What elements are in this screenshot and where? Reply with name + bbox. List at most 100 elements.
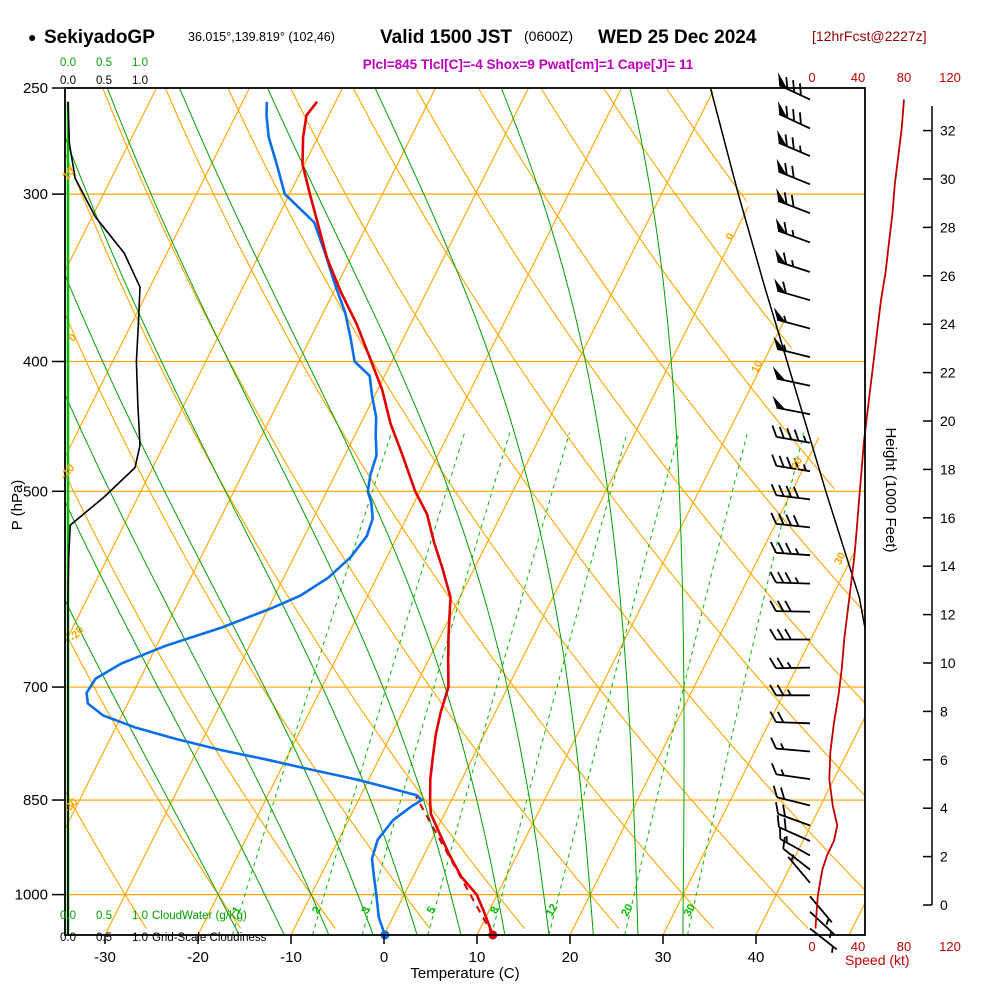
dry-adiabat-line (478, 88, 1000, 929)
height-tick-label: 14 (940, 558, 956, 574)
temperature-tick-label: 40 (748, 949, 765, 966)
station-coordinates: 36.015°,139.819° (102,46) (188, 30, 335, 44)
wind-barb-full (772, 455, 776, 466)
isotherm-line (477, 88, 901, 935)
cloudwater-label: CloudWater (g/Kg) (152, 910, 247, 922)
wind-barb-full (774, 786, 777, 798)
wind-barb-staff (810, 896, 832, 922)
wind-barb-full (793, 109, 794, 121)
wind-barb-full (772, 484, 777, 495)
pressure-tick-label: 500 (23, 483, 48, 500)
wind-barb-staff (776, 495, 810, 499)
mixing-ratio-label: 5 (425, 905, 438, 916)
pressure-tick-label: 850 (23, 792, 48, 809)
station-name: SekiyadoGP (44, 27, 155, 48)
wind-barb-full (795, 430, 799, 441)
temperature-tick-label: -30 (94, 949, 116, 966)
wind-barb-full (770, 712, 776, 723)
wind-barb-full (792, 166, 794, 178)
temperature-tick-label: 20 (562, 949, 579, 966)
temperature-tick-label: 0 (380, 949, 388, 966)
temperature-tick-label: -20 (187, 949, 209, 966)
wind-barb-half (800, 146, 801, 152)
moist-adiabat-line (0, 88, 375, 940)
height-tick-label: 4 (940, 800, 948, 816)
cloudwater-scale-bottom: 0.5 (96, 910, 112, 922)
height-axis-title: Height (1000 Feet) (882, 427, 899, 552)
speed-tick-label-top: 120 (939, 70, 961, 85)
height-tick-label: 10 (940, 655, 956, 671)
moist-adiabat-line (501, 88, 638, 940)
moist-adiabat-line (375, 88, 594, 940)
wind-barb-full (772, 763, 776, 774)
dry-adiabat-line (416, 88, 1000, 929)
wind-barb-full (771, 542, 776, 553)
wind-barb-full (780, 427, 784, 438)
cloudiness-scale-top: 0.0 (60, 75, 76, 87)
height-tick-label: 12 (940, 607, 956, 623)
cloudiness-label: Grid-Scale Cloudiness (152, 932, 267, 944)
wind-barb-staff (779, 827, 810, 841)
height-tick-label: 24 (940, 316, 956, 332)
cloudwater-scale-top: 0.5 (96, 57, 112, 69)
isotherm-line (0, 88, 343, 935)
wind-barb-half (792, 230, 793, 236)
wind-barb-staff (776, 722, 810, 723)
wind-barb-full (776, 802, 778, 814)
wind-barb-full (778, 712, 784, 723)
isobar-lines (65, 194, 865, 895)
wind-barb-pennant (773, 366, 786, 380)
wind-barb-staff (776, 668, 810, 669)
wind-barb-full (794, 515, 799, 526)
wind-barb-full (778, 543, 783, 554)
wind-barb-full (786, 106, 787, 118)
speed-tick-label-bottom: 0 (808, 939, 815, 954)
wind-barb-staff (778, 231, 810, 243)
wind-barb-pennant (774, 307, 786, 322)
wind-barb-full (781, 788, 784, 800)
wind-barb-pennant (772, 396, 785, 410)
speed-axis-title: Speed (kt) (845, 952, 910, 968)
wind-barb-full (771, 513, 776, 524)
mixing-ratio-label: 20 (619, 902, 636, 919)
wind-barb-full (770, 658, 776, 668)
height-tick-label: 20 (940, 413, 956, 429)
wind-barb-staff (776, 749, 810, 752)
temperature-tick-label: 10 (469, 949, 486, 966)
wind-barb-staff (779, 143, 810, 156)
cloudiness-curve (68, 102, 140, 935)
height-tick-label: 26 (940, 268, 956, 284)
wind-barb-staff (776, 582, 810, 583)
wind-barb-half (826, 919, 828, 925)
height-tick-label: 0 (940, 897, 948, 913)
height-tick-label: 32 (940, 123, 956, 139)
static-labels: ● SekiyadoGP 36.015°,139.819° (102,46) V… (9, 27, 927, 982)
wind-barb-full (785, 601, 791, 611)
temperature-tick-label: -10 (280, 949, 302, 966)
height-tick-label: 8 (940, 703, 948, 719)
mixing-ratio-line (549, 433, 679, 935)
valid-zulu: (0600Z) (524, 28, 573, 44)
cloudiness-scale-bottom: 0.5 (96, 932, 112, 944)
dry-adiabat-line (40, 88, 524, 929)
wind-barb-half (832, 946, 833, 952)
wind-barb-full (778, 815, 779, 827)
station-bullet-icon: ● (28, 29, 36, 45)
wind-barb-full (777, 658, 783, 668)
dry-adiabat-label: 10 (60, 165, 77, 182)
pressure-tick-label: 1000 (15, 887, 48, 904)
temperature-tick-label: 30 (655, 949, 672, 966)
cloudiness-line (68, 102, 140, 935)
dry-adiabat-line (165, 88, 713, 929)
wind-barb-full (800, 83, 801, 95)
cloudiness-scale-bottom: 0.0 (60, 932, 76, 944)
wind-barb-full (778, 629, 784, 639)
mixing-ratio-line (625, 433, 748, 935)
cloudiness-scale-top: 1.0 (132, 75, 148, 87)
pressure-tick-label: 700 (23, 679, 48, 696)
isotherm-line (291, 88, 715, 935)
cloudwater-scale-top: 0.0 (60, 57, 76, 69)
wind-barb-full (779, 485, 784, 496)
